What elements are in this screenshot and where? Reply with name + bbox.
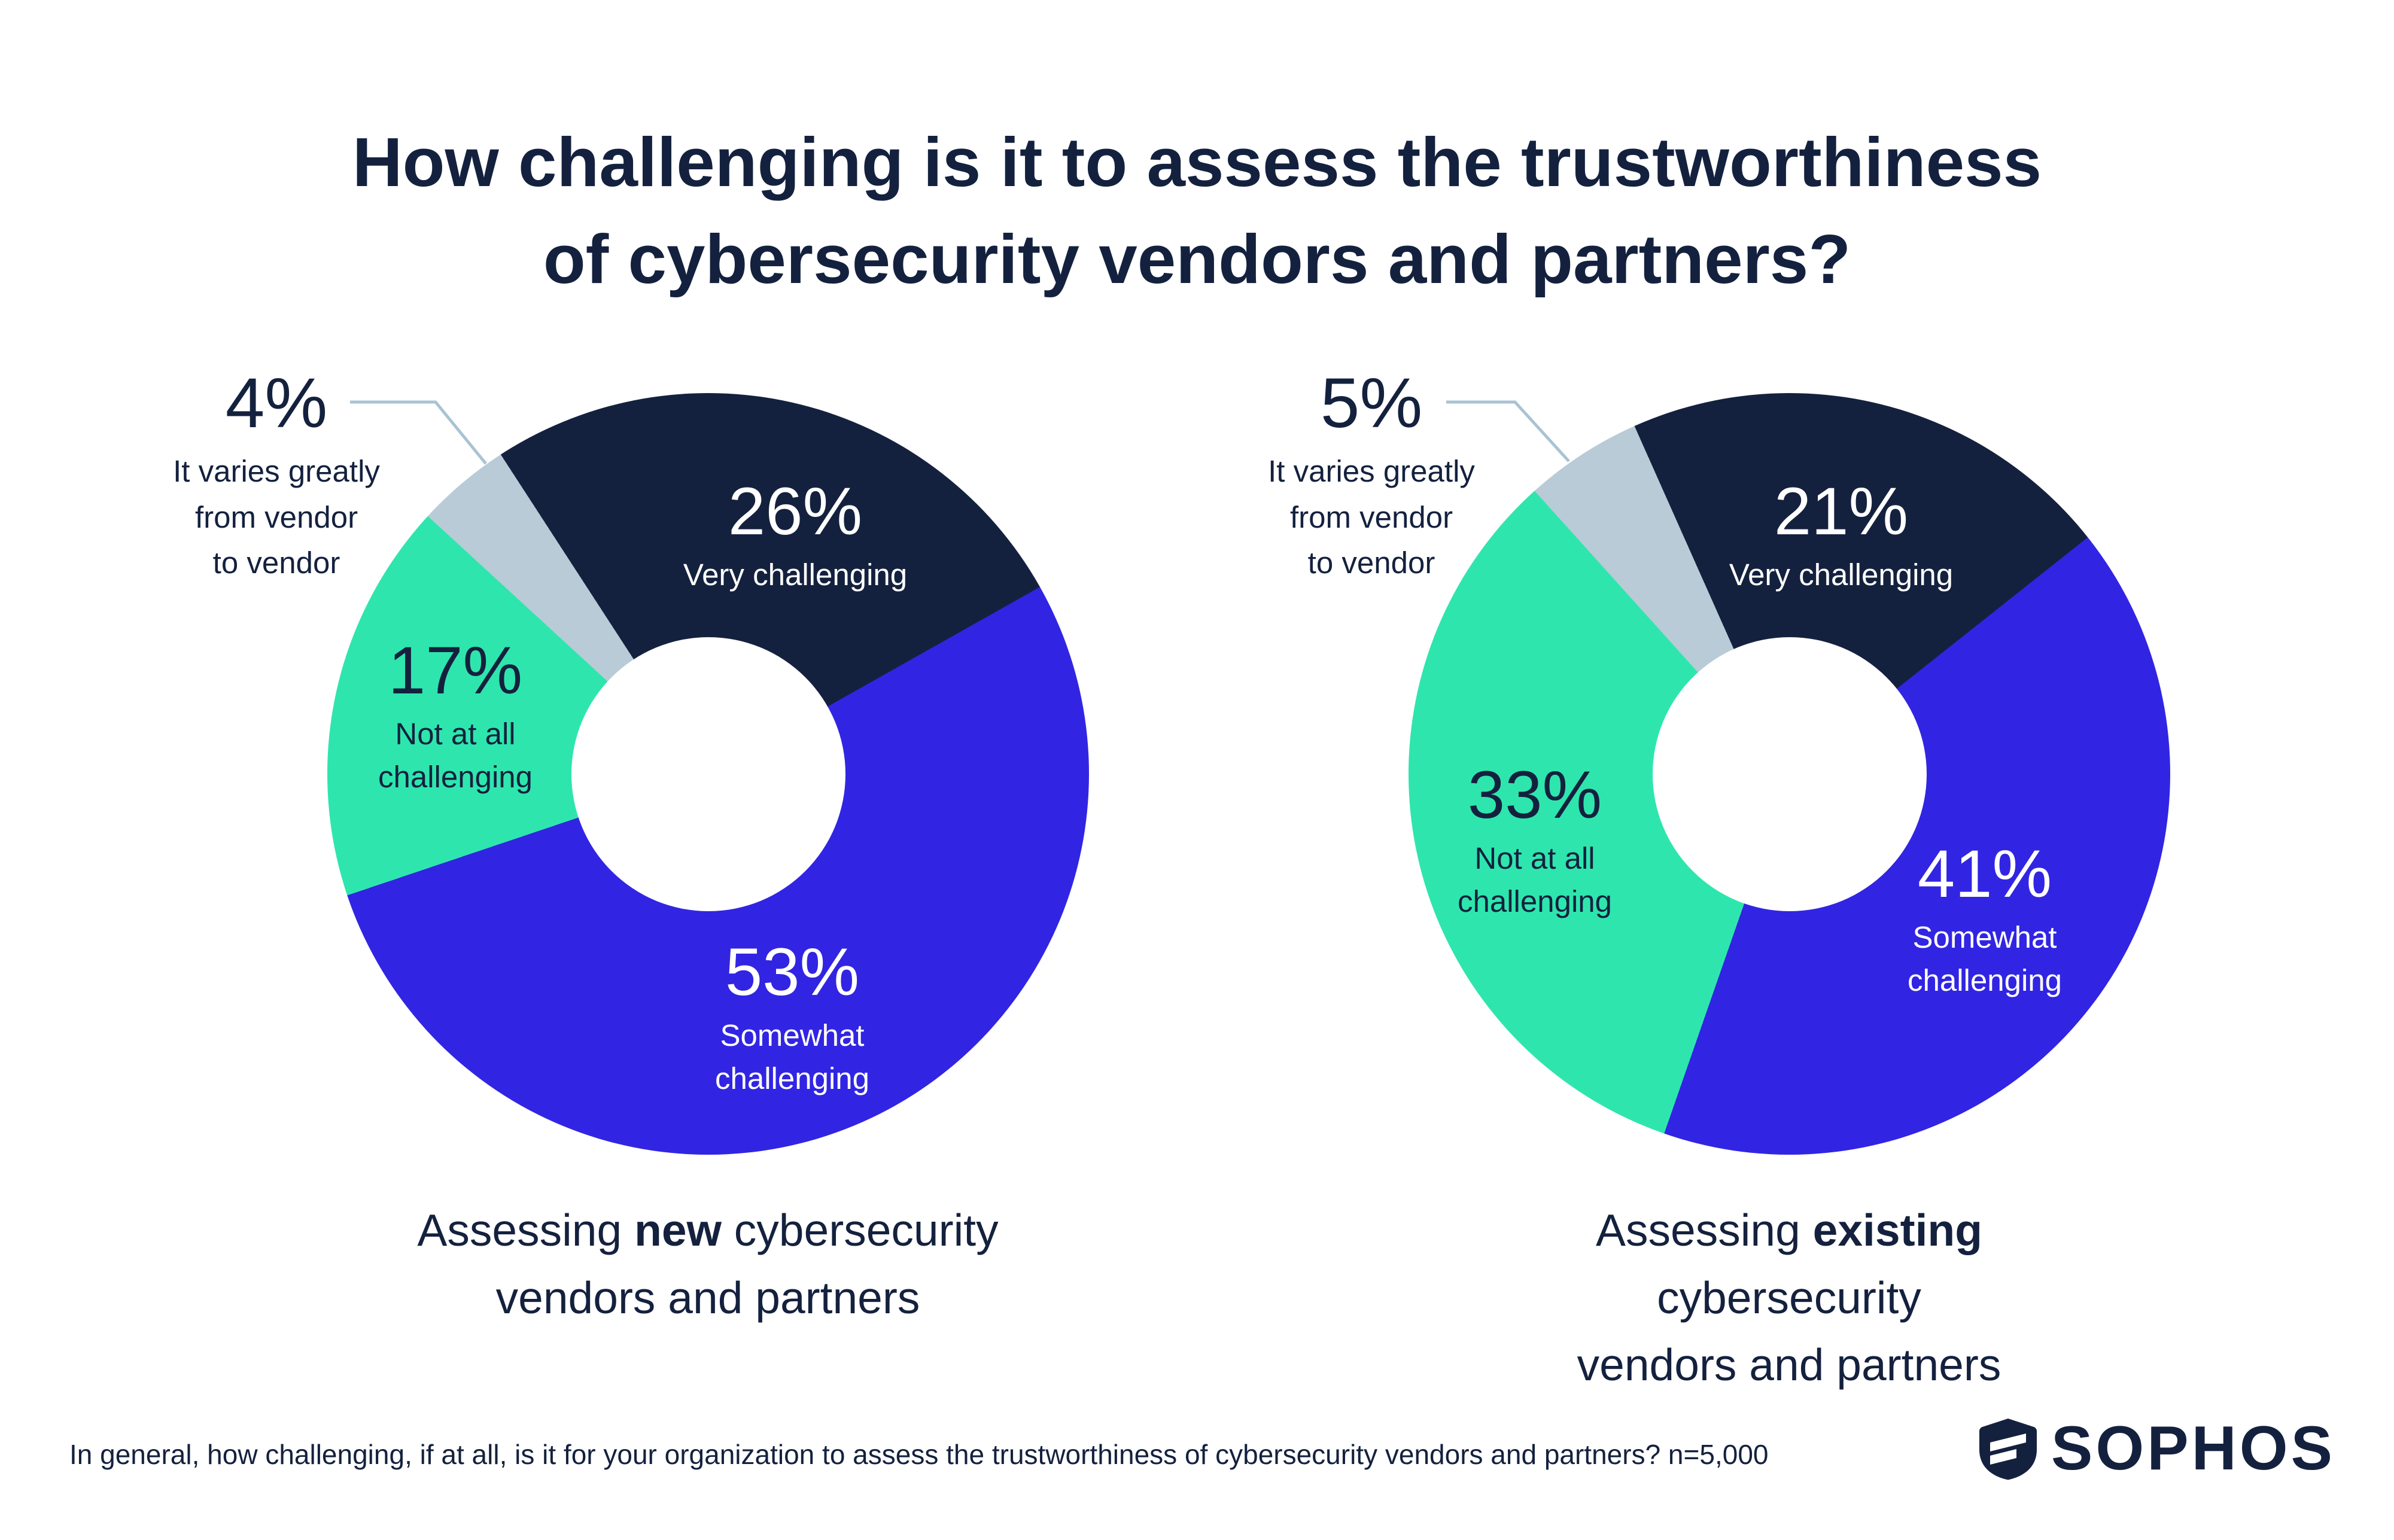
slice-pct: 53% — [725, 935, 860, 1009]
callout-caption-line: It varies greatly — [1268, 454, 1475, 489]
caption-text: Assessing — [1595, 1205, 1813, 1255]
caption-text: cybersecurity — [1657, 1272, 1921, 1323]
slice-label-existing-somewhat-challenging: 41% Somewhat challenging — [1874, 836, 2095, 1002]
donut-chart-new — [327, 393, 1089, 1155]
callout-pct: 4% — [225, 364, 328, 443]
page-title: How challenging is it to assess the trus… — [0, 114, 2394, 308]
survey-question-footnote: In general, how challenging, if at all, … — [69, 1439, 1769, 1470]
sophos-shield-icon — [1979, 1418, 2037, 1480]
slice-label-existing-not-at-all-challenging: 33% Not at all challenging — [1424, 757, 1645, 923]
chart-caption-line-1: Assessing new cybersecurity — [417, 1197, 998, 1264]
donut-hole-existing — [1652, 637, 1927, 911]
callout-caption-line: to vendor — [212, 546, 340, 580]
slice-pct: 26% — [728, 474, 863, 549]
slice-label-new-somewhat-challenging: 53% Somewhat challenging — [682, 935, 903, 1100]
callout-caption-line: It varies greatly — [173, 454, 380, 489]
callout-pct: 5% — [1320, 364, 1423, 443]
callout-existing-varies: 5% It varies greatly from vendor to vend… — [1268, 364, 1475, 586]
callout-new-varies: 4% It varies greatly from vendor to vend… — [173, 364, 380, 586]
donut-hole-new — [571, 637, 845, 911]
page-title-line-1: How challenging is it to assess the trus… — [352, 123, 2042, 201]
chart-caption-new: Assessing new cybersecurity vendors and … — [417, 1197, 998, 1331]
callout-caption-line: to vendor — [1307, 546, 1435, 580]
chart-caption-existing: Assessing existing cybersecurity vendors… — [1487, 1197, 2092, 1399]
callout-caption: It varies greatly from vendor to vendor — [1268, 449, 1475, 586]
callout-caption: It varies greatly from vendor to vendor — [173, 449, 380, 586]
slice-label-new-not-at-all-challenging: 17% Not at all challenging — [345, 633, 566, 798]
page-title-line-2: of cybersecurity vendors and partners? — [543, 220, 1851, 299]
callout-caption-line: from vendor — [194, 500, 358, 534]
sophos-logo: SOPHOS — [1978, 1413, 2335, 1484]
slice-pct: 41% — [1917, 836, 2052, 911]
caption-text: Assessing — [417, 1205, 635, 1255]
slice-text: Not at all challenging — [1457, 841, 1613, 918]
slice-text: Very challenging — [683, 558, 908, 592]
chart-caption-line-2: vendors and partners — [1577, 1340, 2001, 1390]
slice-pct: 17% — [388, 633, 523, 708]
slice-text: Very challenging — [1729, 558, 1954, 592]
slice-pct: 33% — [1467, 757, 1602, 832]
slice-text: Somewhat challenging — [1907, 920, 2063, 997]
slice-label-existing-very-challenging: 21% Very challenging — [1729, 474, 1953, 596]
callout-caption-line: from vendor — [1289, 500, 1453, 534]
slice-pct: 21% — [1774, 474, 1909, 549]
caption-bold-word: existing — [1812, 1205, 1983, 1255]
slice-text: Somewhat challenging — [714, 1018, 870, 1095]
caption-bold-word: new — [634, 1205, 722, 1255]
chart-caption-line-1: Assessing existing cybersecurity — [1487, 1197, 2092, 1331]
caption-text: cybersecurity — [721, 1205, 999, 1255]
donut-chart-existing — [1409, 393, 2170, 1155]
sophos-wordmark: SOPHOS — [2051, 1414, 2335, 1483]
slice-label-new-very-challenging: 26% Very challenging — [683, 474, 907, 596]
chart-caption-line-2: vendors and partners — [495, 1272, 920, 1323]
slice-text: Not at all challenging — [378, 717, 533, 794]
